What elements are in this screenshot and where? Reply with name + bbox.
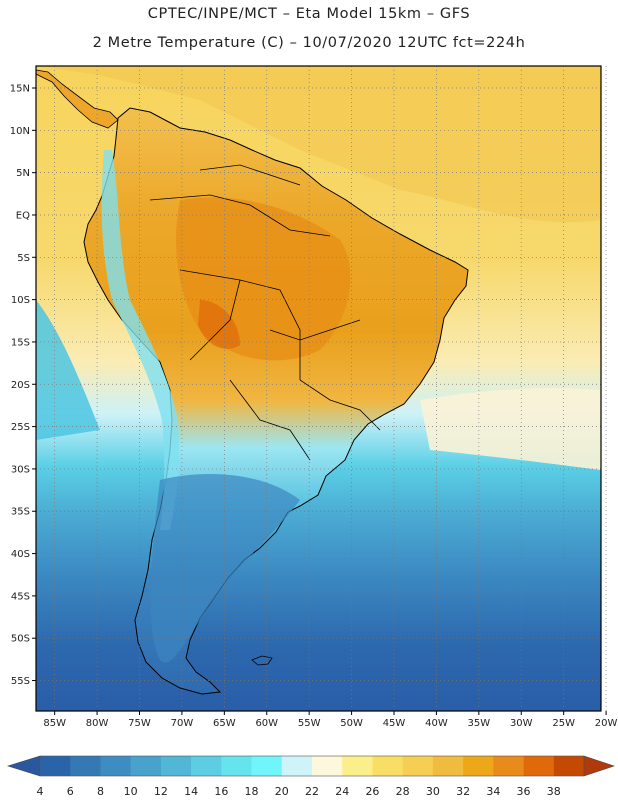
colorbar-swatch (372, 756, 403, 776)
map-title: CPTEC/INPE/MCT – Eta Model 15km – GFS (147, 6, 471, 22)
colorbar-swatch (463, 756, 494, 776)
latitude-labels: 15N 10N 5N EQ 5S 10S 15S 20S 25S 30S 35S 40S 45S 50S 5… (10, 84, 36, 687)
colorbar-label: 4 (37, 785, 44, 798)
colorbar-swatch (251, 756, 283, 776)
colorbar (6, 755, 615, 777)
lon-label: 55W (298, 718, 321, 729)
colorbar-swatch (342, 756, 373, 776)
lat-label: 20S (11, 380, 30, 391)
lon-label: 40W (425, 718, 448, 729)
lat-label: 30S (11, 464, 30, 475)
colorbar-swatch (40, 756, 71, 776)
colorbar-labels: 4 6 8 10 12 14 16 18 20 22 24 26 28 30 32 34 36 38 (37, 785, 561, 798)
colorbar-swatch (312, 756, 343, 776)
colorbar-label: 20 (275, 785, 289, 798)
colorbar-swatch (553, 756, 585, 776)
lon-label: 80W (86, 718, 109, 729)
colorbar-swatch (100, 756, 131, 776)
colorbar-swatch (432, 756, 464, 776)
colorbar-swatch (281, 756, 313, 776)
colorbar-right-arrow (583, 755, 615, 777)
colorbar-label: 14 (184, 785, 198, 798)
colorbar-label: 32 (456, 785, 470, 798)
lat-label: 15S (11, 337, 30, 348)
colorbar-swatch (221, 756, 252, 776)
lon-label: 35W (468, 718, 491, 729)
colorbar-label: 24 (335, 785, 349, 798)
colorbar-swatch (160, 756, 192, 776)
colorbar-label: 12 (154, 785, 168, 798)
colorbar-label: 6 (67, 785, 74, 798)
lon-label: 75W (128, 718, 151, 729)
colorbar-label: 8 (97, 785, 104, 798)
lat-label: 45S (11, 591, 30, 602)
map-subtitle: 2 Metre Temperature (C) – 10/07/2020 12U… (92, 35, 526, 51)
lat-label: 35S (11, 507, 30, 518)
colorbar-swatch (70, 756, 101, 776)
colorbar-label: 10 (124, 785, 138, 798)
lon-label: 45W (383, 718, 406, 729)
lat-label: 40S (11, 549, 30, 560)
lat-label: 55S (11, 676, 30, 687)
colorbar-swatch (523, 756, 555, 776)
colorbar-swatch (402, 756, 434, 776)
lon-label: 85W (43, 718, 66, 729)
lat-label: 5N (16, 168, 30, 179)
colorbar-label: 36 (517, 785, 531, 798)
lat-label: 10N (10, 126, 30, 137)
colorbar-label: 18 (245, 785, 259, 798)
lat-label: 5S (17, 253, 30, 264)
colorbar-left-arrow (6, 755, 41, 777)
colorbar-label: 38 (547, 785, 561, 798)
lon-label: 25W (552, 718, 575, 729)
lon-label: 20W (595, 718, 618, 729)
colorbar-label: 26 (365, 785, 379, 798)
lon-label: 65W (213, 718, 236, 729)
lon-label: 30W (510, 718, 533, 729)
colorbar-label: 30 (426, 785, 440, 798)
lat-label: 10S (11, 295, 30, 306)
lat-label: 50S (11, 634, 30, 645)
lat-label: 15N (10, 84, 30, 95)
colorbar-swatch (191, 756, 222, 776)
colorbar-label: 34 (486, 785, 500, 798)
lon-label: 50W (340, 718, 363, 729)
lat-label: EQ (16, 210, 30, 221)
longitude-labels: 85W 80W 75W 70W 65W 60W 55W 50W 45W 40W 35W 30W 25W 2… (43, 711, 618, 729)
colorbar-label: 16 (214, 785, 228, 798)
lat-label: 25S (11, 422, 30, 433)
map-frame (35, 65, 602, 712)
lon-label: 60W (255, 718, 278, 729)
colorbar-label: 22 (305, 785, 319, 798)
colorbar-swatch (130, 756, 162, 776)
country-borders (149, 164, 381, 461)
colorbar-swatch (493, 756, 524, 776)
colorbar-label: 28 (396, 785, 410, 798)
lon-label: 70W (171, 718, 194, 729)
